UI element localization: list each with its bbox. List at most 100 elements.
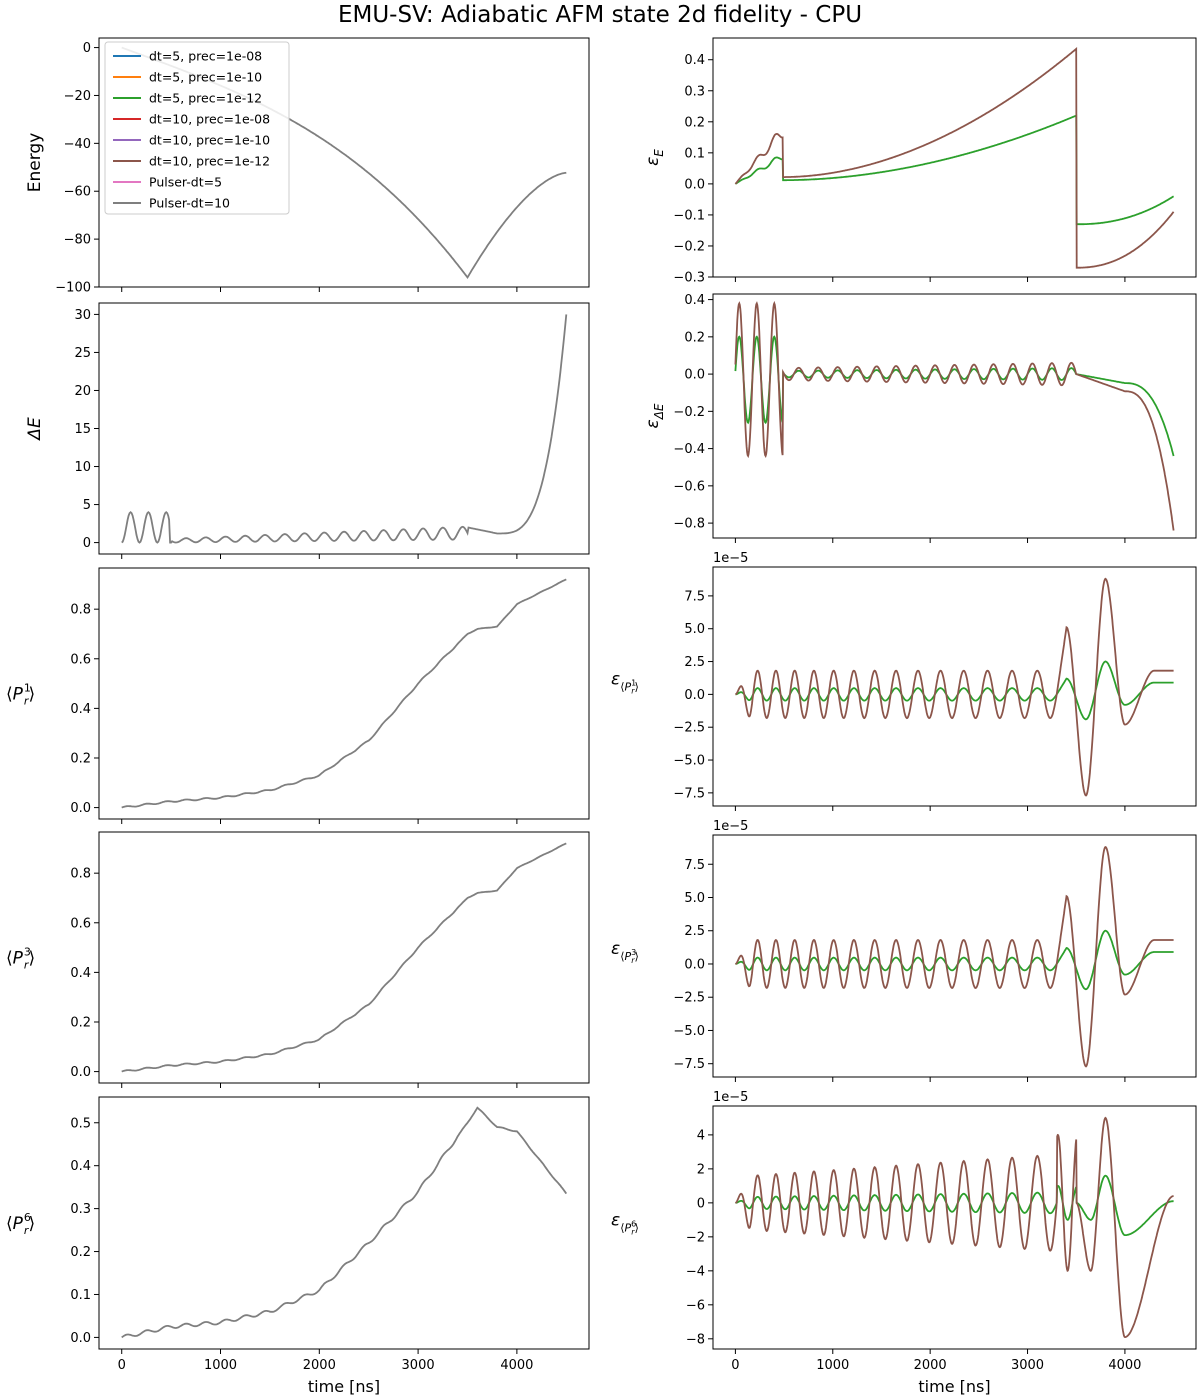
y-tick-label: −5.0 [673,754,705,769]
plot-frame [712,566,1197,807]
y-tick-label: 0 [697,1196,705,1211]
y-tick-label: −8 [686,1332,705,1347]
y-tick-label: −5.0 [673,1024,705,1039]
y-tick-label: 0.4 [70,702,91,717]
y-axis-label: Energy [25,133,45,193]
y-tick-label: −0.1 [673,208,705,223]
y-tick-label: 0 [83,41,91,56]
x-tick-label: 2000 [914,1358,947,1373]
x-axis-label: time [ns] [918,1377,990,1396]
subplot-right-3: 7.5 5.0 2.5 0.0 −2.5 −5.0 −7.5 1e−5 ε⟨P1 r⟩ [611,551,1197,811]
y-axis-label: εΔE [643,403,666,428]
series-line-right-4-2 [735,845,1174,1068]
y-tick-label: 2.5 [684,924,705,939]
y-tick-label: 0.2 [684,115,705,130]
legend-entry-label: dt=5, prec=1e-12 [149,91,262,106]
y-tick-label: −0.6 [673,479,705,494]
y-tick-label: 0.6 [70,916,91,931]
y-tick-label: 0.3 [70,1202,91,1217]
series-line-left-2-1 [121,314,568,544]
y-tick-label: −100 [55,281,91,296]
plot-frame [98,37,590,288]
series-line-left-4-1 [121,842,567,1073]
y-tick-label: −2.5 [673,991,705,1006]
plot-frame [712,1105,1197,1350]
series-line-left-5-1 [121,1106,568,1339]
x-tick-label: 0 [118,1358,126,1373]
y-tick-label: 0.2 [70,751,91,766]
legend-entry-label: dt=10, prec=1e-12 [149,154,270,169]
plot-frame [98,567,590,820]
y-tick-label: −0.3 [673,271,705,286]
y-tick-label: −20 [64,89,91,104]
y-axis-label: ε⟨P3 r⟩ [611,939,639,965]
y-tick-label: −0.4 [673,442,705,457]
y-tick-label: 0.2 [70,1245,91,1260]
y-tick-label: 0.0 [684,688,705,703]
y-tick-label: −4 [686,1264,705,1279]
y-tick-label: 5.0 [684,891,705,906]
series-line-right-2-1 [734,335,1175,457]
x-tick-label: 2000 [303,1358,336,1373]
y-axis-label: ⟨P6 r⟩ [6,1211,35,1237]
y-tick-label: −2.5 [673,721,705,736]
legend-entry-label: Pulser-dt=10 [149,196,230,211]
y-tick-label: 0.0 [70,801,91,816]
subplot-right-5: 0 1000 2000 3000 4000 4 2 0 −2 −4 −6 −8 1e−5 time [ns… [611,1090,1197,1396]
y-tick-label: 0.2 [70,1015,91,1030]
y-tick-label: 0.0 [70,1331,91,1346]
x-axis-label: time [ns] [308,1377,380,1396]
series-line-right-3-2 [735,577,1174,797]
axis-multiplier: 1e−5 [713,819,748,834]
y-tick-label: 0.1 [684,146,705,161]
legend-entry-label: dt=10, prec=1e-08 [149,112,270,127]
axis-multiplier: 1e−5 [713,551,748,566]
y-tick-label: 0.4 [684,293,705,308]
y-tick-label: 7.5 [684,589,705,604]
y-tick-label: 7.5 [684,858,705,873]
plot-frame [98,302,590,555]
plot-frame [98,831,590,1084]
y-tick-label: 5 [83,498,91,513]
y-tick-label: 0.6 [70,652,91,667]
y-tick-label: 5.0 [684,622,705,637]
y-axis-label: εE [643,149,666,166]
legend-entry-label: dt=5, prec=1e-10 [149,70,262,85]
x-tick-label: 3000 [402,1358,435,1373]
y-tick-label: 0.4 [70,966,91,981]
series-line-left-3-1 [121,578,567,809]
subplot-right-1: 0.4 0.3 0.2 0.1 0.0 −0.1 −0.2 −0.3 εE [643,37,1197,286]
y-tick-label: −2 [686,1230,705,1245]
x-tick-label: 0 [731,1358,739,1373]
y-tick-label: 20 [74,384,91,399]
x-tick-label: 4000 [500,1358,533,1373]
y-tick-label: 0.0 [684,177,705,192]
subplot-left-2: 0 5 10 15 20 25 30 ΔE [25,302,590,559]
y-axis-label: ⟨P1 r⟩ [6,682,35,708]
y-tick-label: 25 [74,346,91,361]
plot-frame [712,37,1197,278]
subplot-left-5: 0 1000 2000 3000 4000 0.0 0.1 0.2 0.3 0.4 0.5 time … [6,1096,590,1396]
subplot-right-4: 7.5 5.0 2.5 0.0 −2.5 −5.0 −7.5 1e−5 ε⟨P3 r⟩ [611,819,1197,1082]
x-tick-label: 3000 [1011,1358,1044,1373]
y-tick-label: 0.8 [70,867,91,882]
axis-multiplier: 1e−5 [713,1090,748,1105]
subplot-right-2: 0.4 0.2 0.0 −0.2 −0.4 −0.6 −0.8 εΔE [643,293,1197,543]
legend-entry-label: dt=10, prec=1e-10 [149,133,270,148]
y-tick-label: 0.0 [70,1065,91,1080]
y-tick-label: −7.5 [673,786,705,801]
y-tick-label: 0.4 [684,53,705,68]
legend-box [104,41,290,215]
plot-frame [712,293,1197,539]
series-line-right-1-2 [734,47,1175,269]
x-tick-label: 1000 [816,1358,849,1373]
y-tick-label: −7.5 [673,1057,705,1072]
y-tick-label: 2.5 [684,655,705,670]
y-tick-label: −60 [64,185,91,200]
legend-entry-label: dt=5, prec=1e-08 [149,49,262,64]
x-tick-label: 4000 [1108,1358,1141,1373]
series-line-right-1-1 [734,114,1175,226]
y-tick-label: 0.3 [684,84,705,99]
series-line-right-2-2 [734,300,1175,531]
